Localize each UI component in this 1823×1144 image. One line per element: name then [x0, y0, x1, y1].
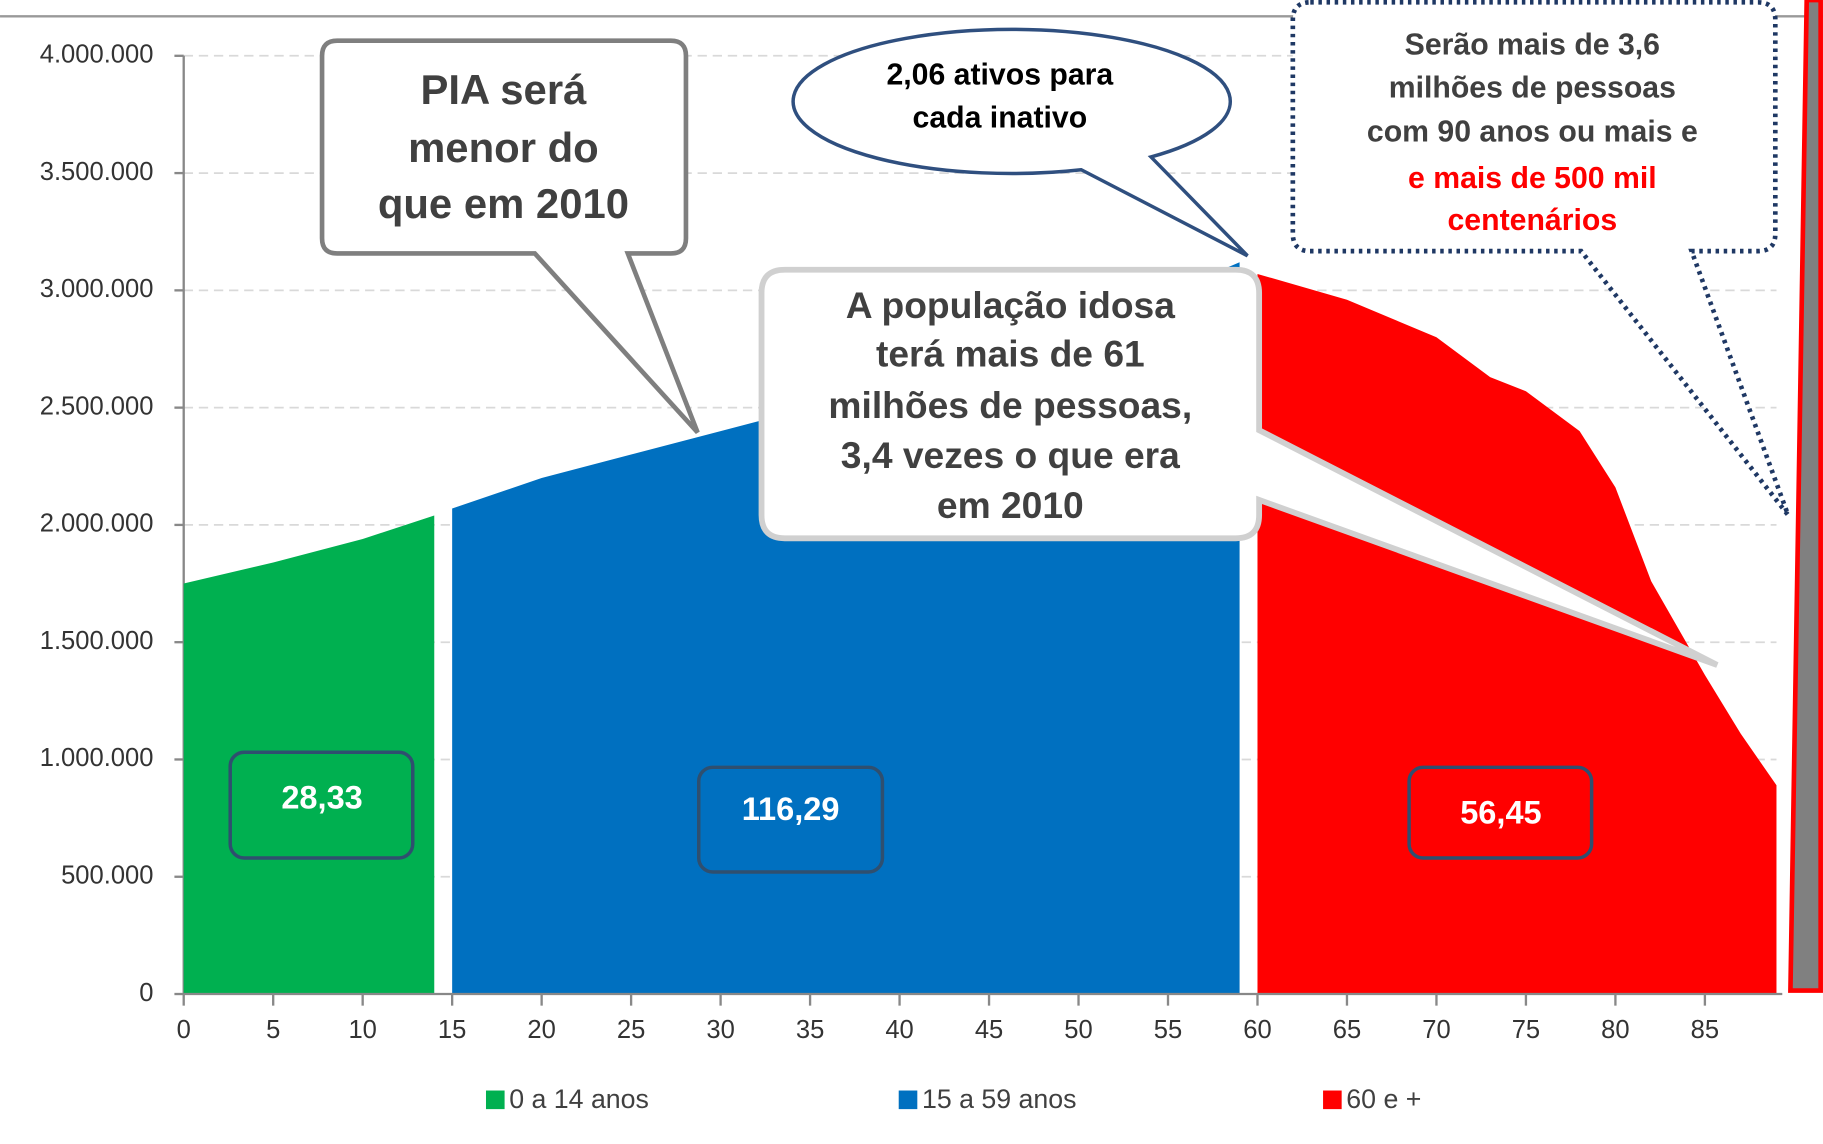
- y-tick-label: 0: [139, 979, 153, 1007]
- value-box: [1407, 765, 1594, 860]
- callout-text: com 90 anos ou mais e: [1367, 116, 1698, 149]
- x-tick-label: 75: [1512, 1016, 1540, 1044]
- callout-ratio: [791, 27, 1249, 258]
- y-tick-label: 1.500.000: [40, 627, 154, 655]
- x-tick-label: 80: [1601, 1016, 1629, 1044]
- value-box-label: 116,29: [742, 791, 840, 827]
- callout-centenarians: [1290, 0, 1791, 517]
- value-box: [228, 750, 415, 860]
- x-tick-label: 40: [885, 1016, 913, 1044]
- value-box-label: 28,33: [281, 779, 362, 815]
- callout-text: cada inativo: [913, 102, 1088, 135]
- x-tick-label: 65: [1333, 1016, 1361, 1044]
- x-tick-label: 35: [796, 1016, 824, 1044]
- callout-text: milhões de pessoas: [1389, 72, 1676, 105]
- x-tick-label: 20: [527, 1016, 555, 1044]
- y-tick-label: 3.500.000: [40, 158, 154, 186]
- area: [183, 515, 435, 995]
- value-box: [697, 765, 885, 874]
- callout-text: menor do: [408, 124, 599, 171]
- x-tick-label: 5: [266, 1016, 280, 1044]
- callout-text: 3,4 vezes o que era: [841, 434, 1180, 476]
- y-tick-label: 4.000.000: [40, 41, 154, 69]
- legend-swatch: [898, 1090, 918, 1110]
- area: [1257, 273, 1777, 995]
- callout-text: PIA será: [420, 66, 587, 113]
- x-tick-label: 30: [706, 1016, 734, 1044]
- callout-text: 2,06 ativos para: [886, 59, 1113, 92]
- callout-text: que em 2010: [378, 180, 629, 227]
- legend-swatch: [485, 1090, 505, 1110]
- y-tick-label: 3.000.000: [40, 275, 154, 303]
- y-tick-label: 2.500.000: [40, 392, 154, 420]
- x-tick-label: 0: [177, 1016, 191, 1044]
- callout-text: Serão mais de 3,6: [1405, 28, 1660, 61]
- callout-text: em 2010: [937, 484, 1084, 526]
- plot-area: 0 500.000 1.000.000 1.500.000 2.000.000 2.500…: [40, 41, 1783, 1044]
- x-tick-label: 25: [617, 1016, 645, 1044]
- callout-pia: [319, 38, 700, 435]
- y-tick-label: 2.000.000: [40, 510, 154, 538]
- legend-label: 0 a 14 anos: [509, 1084, 649, 1114]
- x-tick-label: 55: [1154, 1016, 1182, 1044]
- x-tick-label: 15: [438, 1016, 466, 1044]
- x-tick-label: 60: [1243, 1016, 1271, 1044]
- y-tick-label: 500.000: [61, 861, 153, 889]
- callout-highlight: centenários: [1448, 204, 1618, 237]
- callout-elderly: [758, 266, 1719, 668]
- x-tick-label: 10: [348, 1016, 376, 1044]
- callout-text: terá mais de 61: [876, 333, 1145, 375]
- x-tick-label: 85: [1691, 1016, 1719, 1044]
- x-tick-label: 50: [1064, 1016, 1092, 1044]
- legend-label: 15 a 59 anos: [922, 1084, 1077, 1114]
- legend-swatch: [1323, 1090, 1342, 1110]
- y-tick-label: 1.000.000: [40, 744, 154, 772]
- callout-text: A população idosa: [846, 284, 1176, 326]
- value-box-label: 56,45: [1460, 795, 1541, 831]
- x-tick-label: 45: [975, 1016, 1003, 1044]
- callout-text: milhões de pessoas,: [828, 384, 1192, 426]
- callout-highlight: e mais de 500 mil: [1408, 162, 1657, 195]
- x-tick-label: 70: [1422, 1016, 1450, 1044]
- legend-label: 60 e +: [1346, 1084, 1421, 1114]
- decorative-spike: [1788, 0, 1823, 993]
